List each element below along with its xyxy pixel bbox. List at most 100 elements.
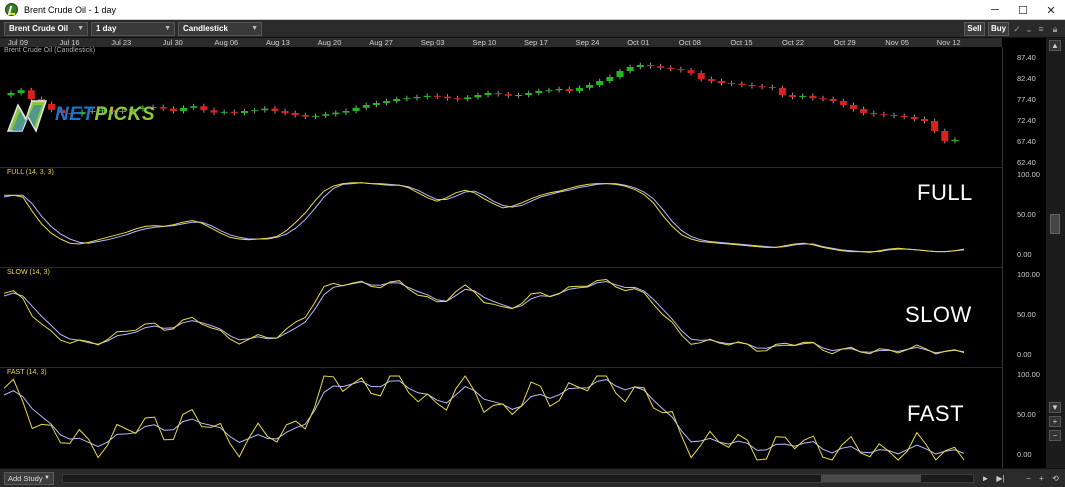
date-tick-label: Nov 12: [936, 38, 961, 47]
interval-select[interactable]: 1 day ▼: [91, 22, 175, 36]
candle-down: [921, 119, 928, 121]
fast-stoch-label: FAST (14, 3): [7, 369, 47, 376]
candle-up: [362, 105, 370, 108]
stoch-k-line: [3, 375, 965, 461]
scroll-down-icon[interactable]: ▼: [1049, 402, 1061, 413]
candle-down: [758, 86, 766, 88]
candle-down: [27, 90, 35, 99]
collapse-pane-icon[interactable]: ▲: [1049, 40, 1061, 51]
buy-button[interactable]: Buy: [988, 22, 1009, 36]
oscillator-tick-label: 100.00: [1017, 270, 1040, 279]
scroll-end-icon[interactable]: ▶|: [996, 474, 1005, 483]
chart-toolbar: Brent Crude Oil ▼ 1 day ▼ Candlestick ▼ …: [0, 20, 1065, 38]
candle-down: [230, 111, 238, 113]
checkmark-icon[interactable]: ✓: [1013, 24, 1021, 34]
oscillator-tick-label: 50.00: [1017, 210, 1036, 219]
candle-down: [291, 113, 299, 115]
candle-up: [575, 87, 583, 91]
candle-up: [596, 81, 604, 85]
candle-down: [159, 107, 167, 109]
candle-up: [220, 111, 228, 113]
lock-icon[interactable]: 🔒︎: [1052, 24, 1058, 34]
date-tick-label: Aug 06: [214, 38, 239, 47]
slow-stoch-chart: [3, 278, 965, 355]
date-tick-label: Sep 17: [524, 38, 548, 47]
candle-up: [139, 107, 147, 109]
scroll-right-icon[interactable]: ►: [981, 474, 990, 483]
candle-up: [484, 93, 492, 95]
candle-down: [301, 115, 309, 117]
date-tick-label: Jul 30: [162, 38, 183, 47]
horizontal-scrollbar[interactable]: [62, 474, 974, 483]
logo-net-text: NET: [55, 104, 95, 125]
chart-type-select[interactable]: Candlestick ▼: [178, 22, 262, 36]
maximize-icon[interactable]: ☐: [1018, 4, 1028, 17]
right-control-strip: ▲ ▼ + −: [1046, 38, 1065, 468]
logo-picks-text: PICKS: [94, 104, 156, 125]
candle-down: [860, 109, 868, 113]
symbol-select[interactable]: Brent Crude Oil ▼: [4, 22, 88, 36]
date-tick-label: Jul 23: [111, 38, 132, 47]
candle-down: [200, 106, 208, 111]
candle-up: [545, 90, 553, 92]
candle-down: [443, 96, 451, 99]
reset-view-icon[interactable]: ⟲: [1052, 474, 1059, 483]
price-axis: 87.40 82.40 77.40 72.40 67.40 62.40: [1002, 47, 1046, 167]
candle-down: [839, 101, 847, 105]
candle-up: [799, 95, 807, 97]
oscillator-tick-label: 50.00: [1017, 310, 1036, 319]
candle-up: [413, 97, 421, 99]
candlestick-chart: [7, 62, 959, 144]
candle-down: [48, 103, 56, 110]
minimize-icon[interactable]: ─: [991, 4, 999, 16]
date-tick-label: Sep 10: [472, 38, 497, 47]
candle-down: [809, 95, 817, 99]
candle-down: [271, 108, 279, 111]
slow-big-label: SLOW: [905, 302, 972, 327]
candle-up: [515, 95, 522, 96]
date-tick-label: Aug 20: [317, 38, 342, 47]
full-stoch-axis: 100.00 50.00 0.00: [1002, 167, 1046, 267]
candle-down: [494, 93, 502, 95]
candle-up: [372, 103, 380, 105]
chevron-down-icon[interactable]: ⌄: [1025, 24, 1033, 34]
candle-down: [778, 87, 786, 95]
interval-select-value: 1 day: [96, 24, 117, 33]
date-tick-label: Nov 05: [885, 38, 909, 47]
list-icon[interactable]: ≡: [1038, 24, 1044, 34]
zoom-in-icon[interactable]: +: [1049, 416, 1061, 427]
add-study-button[interactable]: Add Study ▼: [4, 472, 54, 485]
sell-button[interactable]: Sell: [964, 22, 985, 36]
candle-down: [941, 131, 949, 141]
candle-down: [738, 83, 746, 85]
candle-up: [951, 139, 959, 141]
horizontal-scroll-thumb[interactable]: [821, 475, 921, 482]
chart-type-select-value: Candlestick: [183, 24, 228, 33]
candle-down: [667, 67, 675, 69]
candle-down: [870, 113, 878, 115]
candle-up: [586, 85, 594, 88]
netpicks-logo-icon: [6, 100, 48, 133]
date-axis: Jul 09 Jul 16 Jul 23 Jul 30 Aug 06 Aug 13 Aug …: [0, 38, 1002, 47]
candle-up: [535, 91, 543, 93]
candle-up: [98, 110, 106, 112]
date-tick-label: Oct 29: [833, 38, 856, 47]
candle-up: [393, 99, 401, 101]
zoom-out-time-icon[interactable]: −: [1026, 474, 1031, 483]
candle-down: [748, 85, 756, 87]
vertical-scroll-thumb[interactable]: [1050, 214, 1060, 234]
zoom-out-icon[interactable]: −: [1049, 430, 1061, 441]
close-icon[interactable]: ✕: [1046, 4, 1056, 17]
zoom-in-time-icon[interactable]: +: [1039, 474, 1044, 483]
full-stoch-chart: [3, 182, 965, 253]
candle-down: [281, 111, 289, 113]
chevron-down-icon: ▼: [251, 25, 258, 32]
candle-up: [464, 97, 472, 99]
window-titlebar: Brent Crude Oil - 1 day ─ ☐ ✕: [0, 0, 1065, 20]
candle-down: [454, 98, 462, 100]
stoch-d-line: [3, 280, 965, 354]
candle-down: [677, 69, 685, 71]
candle-down: [910, 117, 918, 119]
candle-down: [68, 113, 76, 115]
candle-up: [626, 67, 634, 71]
